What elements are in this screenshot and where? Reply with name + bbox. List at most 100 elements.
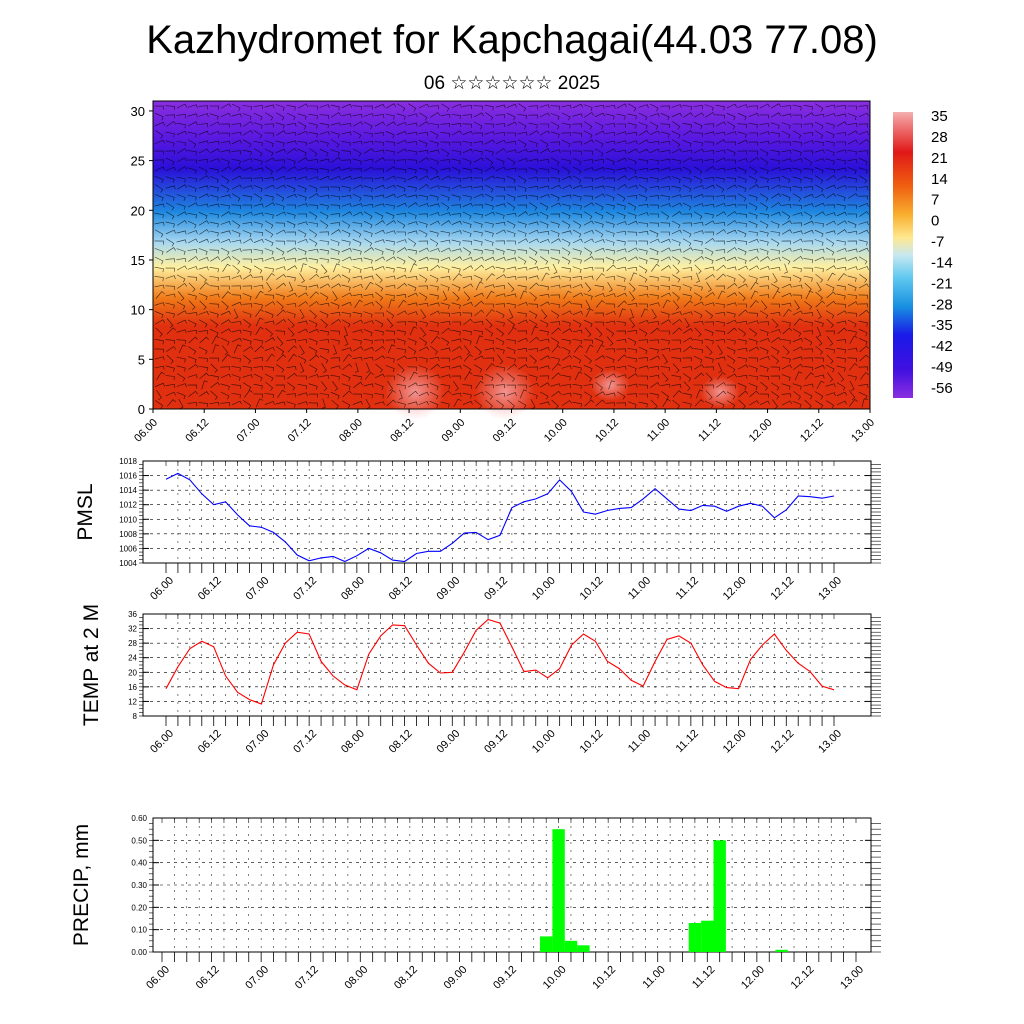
precip-panel: 0.00 0.10 0.20 0.30 0.40 0.50 0.60 06.00 06.12 07…	[70, 814, 881, 992]
y-tick-label: 0.60	[131, 814, 147, 823]
x-tick-label: 10.00	[541, 964, 569, 992]
x-tick-label: 12.00	[739, 964, 767, 992]
colorbar-label: 21	[931, 150, 948, 167]
page-title: Kazhydromet for Kapchagai(44.03 77.08)	[146, 18, 878, 62]
x-tick-label: 10.12	[593, 417, 621, 445]
x-tick-label: 11.12	[696, 417, 723, 444]
precip-bar	[552, 829, 565, 952]
temperature-field	[153, 101, 870, 409]
x-tick-label: 08.12	[392, 964, 420, 992]
y-tick-label: 1016	[119, 472, 137, 481]
y-tick-label: 0.10	[131, 926, 147, 935]
x-tick-label: 06.00	[144, 964, 172, 992]
colorbar-label: -7	[931, 234, 944, 251]
warm-core-blob	[475, 364, 535, 420]
y-tick-label: 0.50	[131, 836, 147, 845]
x-tick-label: 08.00	[339, 575, 367, 603]
x-tick-label: 11.12	[690, 964, 717, 991]
y-tick-label: 0.00	[131, 948, 147, 957]
cross-section-panel: 0 5 10 15 20 25 30 06.00 06.12 07.00 07.12 08.00 08.…	[131, 100, 877, 445]
x-tick-label: 12.12	[789, 964, 817, 992]
pmsl-series-line	[165, 472, 835, 563]
x-tick-label: 11.12	[674, 575, 701, 602]
x-tick-label: 10.00	[530, 575, 558, 603]
y-tick-label: 5	[138, 352, 145, 367]
y-tick-label: 16	[128, 683, 137, 692]
y-axis-title: PMSL	[74, 483, 97, 540]
y-tick-label: 32	[128, 625, 137, 634]
y-tick-label: 1014	[119, 486, 137, 495]
x-tick-label: 06.12	[196, 575, 224, 603]
y-axis-title: TEMP at 2 M	[80, 604, 103, 726]
x-tick-label: 09.12	[491, 964, 519, 992]
x-tick-label: 13.00	[816, 575, 844, 603]
x-tick-label: 10.12	[578, 575, 606, 603]
x-tick-label: 06.00	[148, 575, 176, 603]
precip-bar	[540, 936, 553, 952]
x-tick-label: 07.00	[243, 964, 271, 992]
x-tick-label: 09.12	[482, 575, 510, 603]
precip-bar	[701, 920, 714, 952]
temp-series-line	[165, 618, 835, 705]
x-tick-label: 07.00	[235, 417, 263, 445]
colorbar-label: 28	[931, 129, 948, 146]
colorbar-label: -14	[931, 254, 953, 271]
x-tick-label: 08.12	[387, 728, 415, 756]
x-tick-label: 07.00	[244, 728, 272, 756]
x-tick-label: 08.00	[337, 417, 365, 445]
x-tick-label: 09.00	[442, 964, 470, 992]
y-tick-label: 0	[138, 402, 145, 417]
y-tick-label: 1018	[119, 457, 137, 466]
x-tick-label: 12.00	[721, 575, 749, 603]
colorbar-label: 0	[931, 213, 939, 230]
x-tick-label: 09.00	[434, 575, 462, 603]
x-tick-label: 07.12	[291, 728, 319, 756]
y-tick-label: 20	[131, 203, 145, 218]
page-subtitle: 06 ☆☆☆☆☆☆ 2025	[423, 73, 601, 94]
colorbar-scale	[893, 112, 913, 398]
x-tick-label: 06.12	[194, 964, 222, 992]
y-tick-label: 10	[131, 303, 145, 318]
x-tick-label: 10.00	[530, 728, 558, 756]
y-tick-label: 0.30	[131, 881, 147, 890]
y-axis-title: PRECIP, mm	[70, 824, 93, 946]
x-tick-label: 11.00	[640, 964, 667, 991]
x-tick-label: 12.12	[768, 728, 796, 756]
x-tick-label: 11.00	[626, 728, 653, 755]
y-tick-label: 15	[131, 253, 145, 268]
x-tick-label: 10.12	[578, 728, 606, 756]
x-tick-label: 06.00	[148, 728, 176, 756]
panel-frame	[142, 460, 872, 564]
warm-core-blob	[700, 376, 740, 408]
y-tick-label: 1006	[119, 544, 137, 553]
x-tick-label: 11.00	[645, 417, 672, 444]
x-tick-label: 12.00	[747, 417, 775, 445]
x-tick-label: 12.12	[798, 417, 826, 445]
y-tick-label: 8	[133, 712, 138, 721]
x-tick-label: 07.12	[286, 417, 314, 445]
x-tick-label: 08.12	[387, 575, 415, 603]
colorbar-label: -42	[931, 338, 953, 355]
colorbar-label: 14	[931, 171, 948, 188]
x-tick-label: 11.12	[674, 728, 701, 755]
y-tick-label: 1010	[119, 515, 137, 524]
y-tick-label: 1004	[119, 559, 137, 568]
colorbar-label: -35	[931, 317, 953, 334]
colorbar: 35 28 21 14 7 0 -7 -14 -21 -28 -35 -42 -49 -56	[893, 108, 953, 398]
x-tick-label: 11.00	[626, 575, 653, 602]
x-tick-label: 06.12	[183, 417, 211, 445]
x-tick-label: 12.00	[721, 728, 749, 756]
y-tick-label: 20	[128, 668, 137, 677]
precip-bar	[564, 940, 578, 952]
y-tick-label: 24	[128, 654, 137, 663]
precip-bar	[775, 949, 788, 952]
wind-barbs	[154, 103, 870, 410]
precip-bar	[688, 923, 702, 952]
colorbar-label: -56	[931, 380, 953, 397]
x-tick-label: 13.00	[849, 417, 877, 445]
x-tick-label: 06.00	[132, 417, 160, 445]
x-tick-label: 13.00	[838, 964, 866, 992]
colorbar-label: -49	[931, 359, 953, 376]
x-tick-label: 08.00	[342, 964, 370, 992]
